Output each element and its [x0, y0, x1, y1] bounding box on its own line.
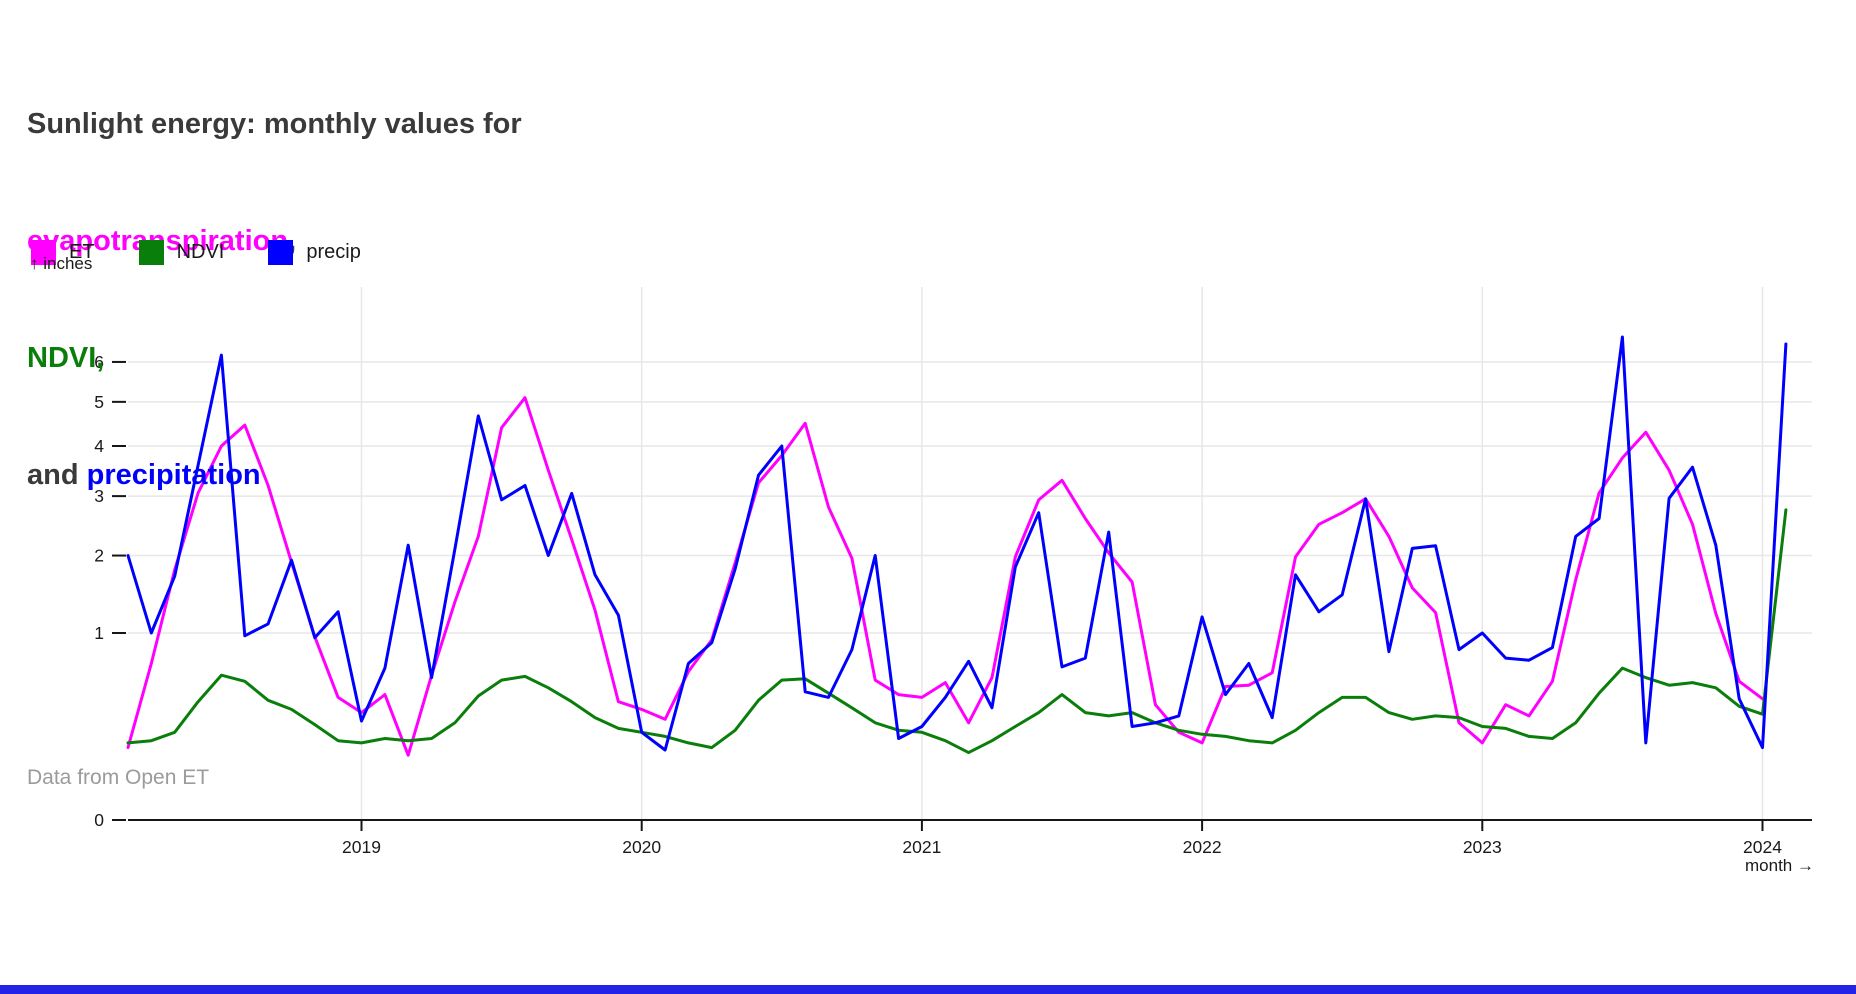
legend-label: ET — [69, 241, 95, 263]
legend-swatch-ET — [31, 240, 56, 265]
series-line-NDVI — [126, 508, 1788, 755]
title-line-4: and precipitation — [27, 459, 261, 491]
title-line-1: Sunlight energy: monthly values for — [27, 108, 522, 140]
y-tick-label: 6 — [94, 352, 104, 372]
chart-title: Sunlight energy: monthly values for evap… — [27, 27, 522, 573]
y-tick-label: 1 — [94, 623, 104, 643]
legend-item-NDVI: NDVI — [138, 240, 225, 265]
legend-item-ET: ET — [31, 240, 95, 265]
x-tick-label: 2023 — [1463, 837, 1502, 857]
legend-item-precip: precip — [268, 240, 361, 265]
legend: ET NDVI precip — [31, 240, 405, 265]
series-line-ET — [126, 396, 1764, 757]
legend-label: NDVI — [176, 241, 225, 263]
title-word-ndvi: NDVI, — [27, 342, 105, 374]
y-tick-label: 4 — [94, 436, 104, 456]
x-tick-label: 2020 — [622, 837, 661, 857]
x-tick-label: 2022 — [1183, 837, 1222, 857]
legend-swatch-NDVI — [138, 240, 164, 265]
title-line-3: NDVI, — [27, 339, 522, 378]
legend-label: precip — [306, 241, 361, 263]
y-tick-label: 0 — [94, 810, 104, 830]
data-source-note: Data from Open ET — [27, 766, 210, 789]
x-tick-label: 2021 — [902, 837, 941, 857]
x-tick-label: 2024 — [1743, 837, 1782, 857]
legend-swatch-precip — [268, 240, 294, 265]
y-axis-label: ↑ inches — [30, 254, 93, 273]
bottom-edge-bar — [0, 985, 1856, 994]
series-line-precip — [126, 335, 1788, 752]
x-tick-label: 2019 — [342, 837, 381, 857]
y-tick-label: 2 — [94, 546, 104, 566]
y-tick-label: 3 — [94, 486, 104, 506]
x-axis-label: month → — [1745, 856, 1814, 875]
y-tick-label: 5 — [94, 392, 104, 412]
title-word-precipitation: precipitation — [86, 459, 261, 491]
